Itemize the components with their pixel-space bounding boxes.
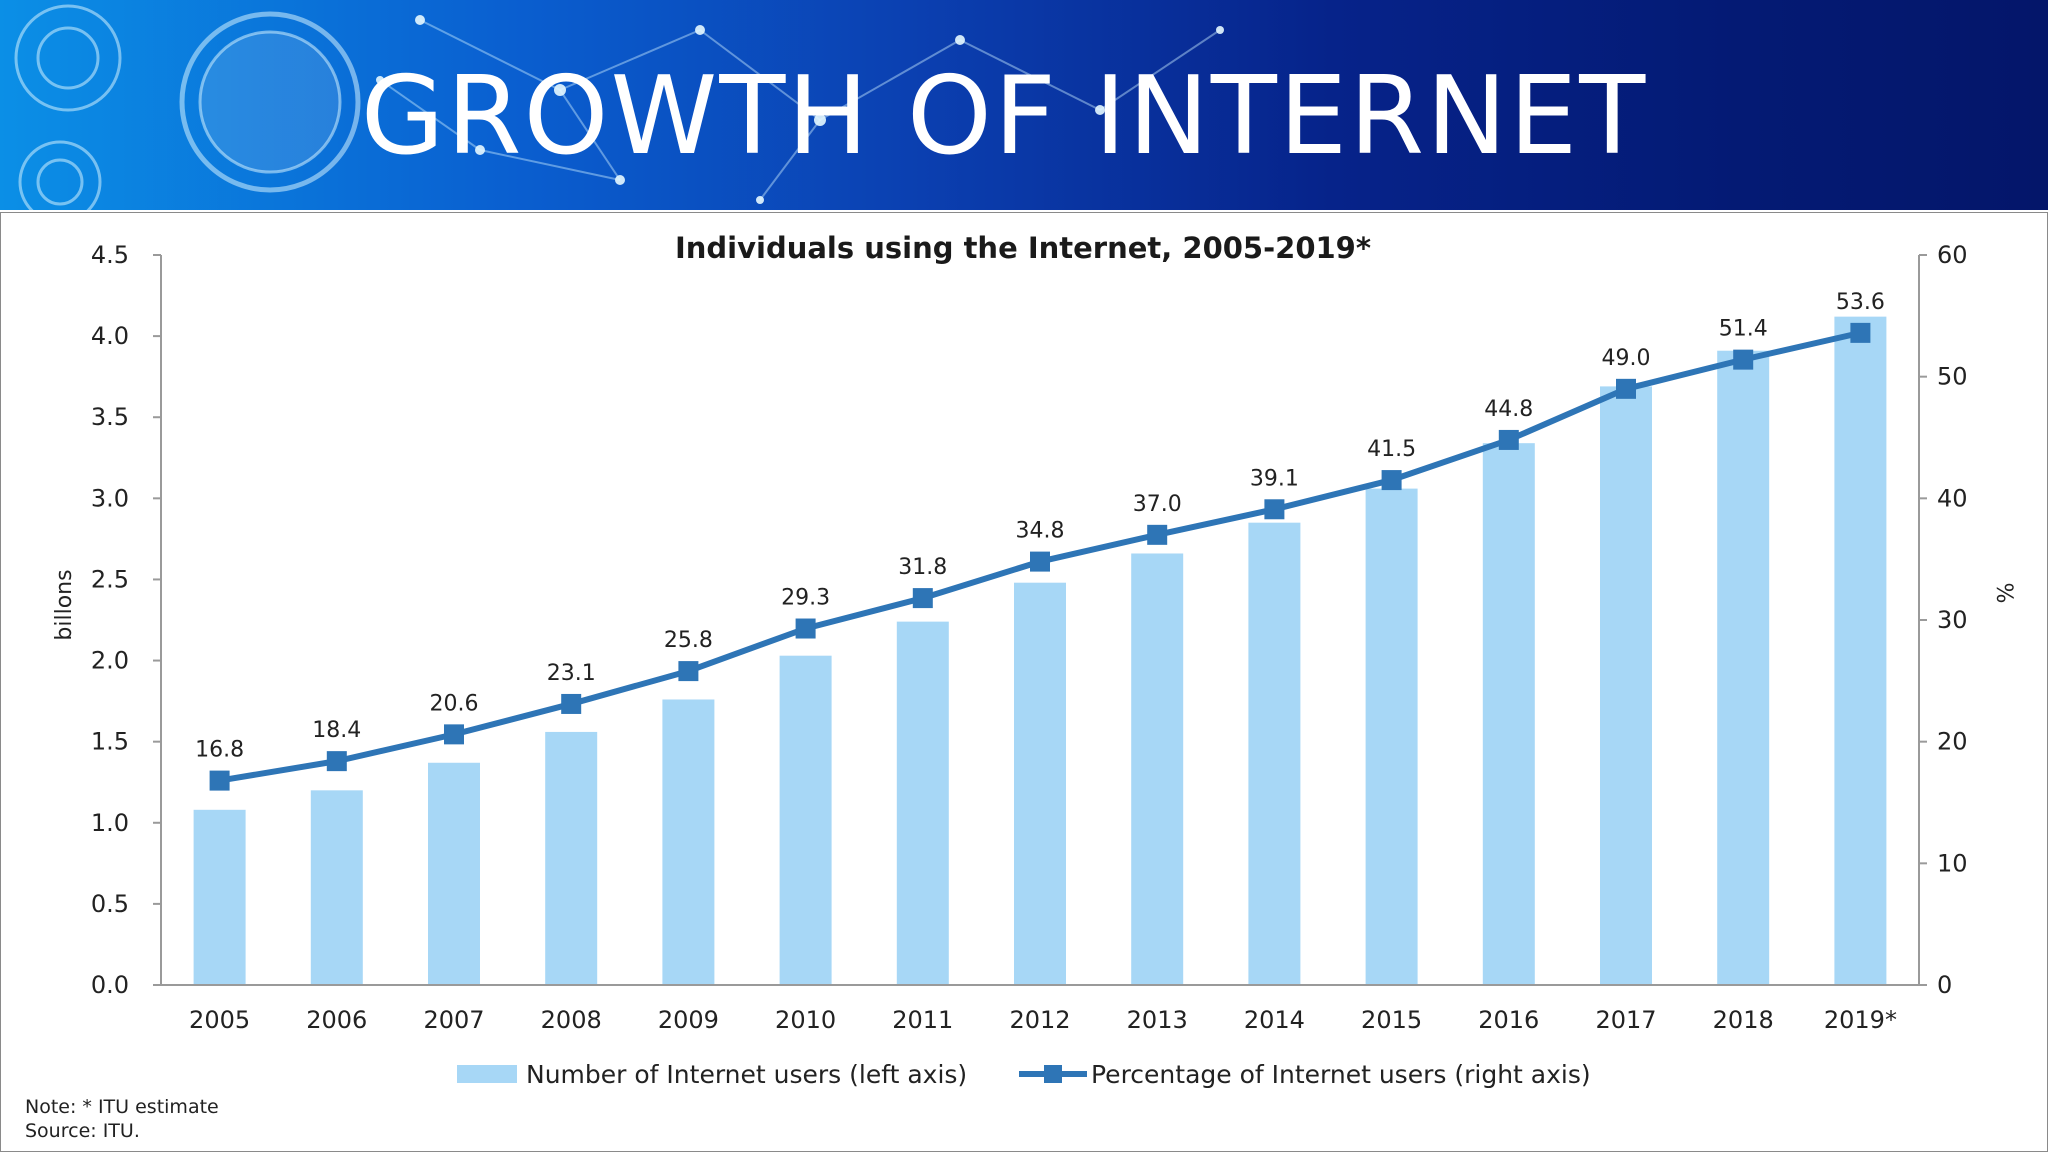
line-marker-2005 xyxy=(209,770,230,791)
x-tick-label: 2018 xyxy=(1713,1006,1774,1034)
data-label-2016: 44.8 xyxy=(1484,397,1533,422)
bar-2010 xyxy=(779,655,832,985)
left-tick-label: 4.5 xyxy=(91,241,129,269)
data-label-2019*: 53.6 xyxy=(1836,290,1885,315)
x-tick-label: 2014 xyxy=(1244,1006,1305,1034)
legend: Number of Internet users (left axis) Per… xyxy=(457,1060,1591,1089)
x-tick-label: 2008 xyxy=(541,1006,602,1034)
line-marker-2013 xyxy=(1147,524,1168,545)
right-axis-label: % xyxy=(1991,583,2016,604)
data-label-2006: 18.4 xyxy=(312,718,361,743)
slide-title: GROWTH OF INTERNET xyxy=(360,54,1648,179)
left-tick-label: 2.0 xyxy=(91,647,129,675)
right-tick-label: 0 xyxy=(1937,971,1952,999)
bar-2008 xyxy=(545,731,598,985)
right-tick-label: 10 xyxy=(1937,849,1968,877)
x-tick-label: 2005 xyxy=(189,1006,250,1034)
data-label-2007: 20.6 xyxy=(430,691,479,716)
x-tick-label: 2017 xyxy=(1595,1006,1656,1034)
line-marker-2015 xyxy=(1381,470,1402,491)
bar-2019* xyxy=(1834,316,1887,986)
data-label-2012: 34.8 xyxy=(1016,519,1065,544)
bar-2006 xyxy=(310,790,363,985)
legend-bar-swatch xyxy=(457,1065,517,1083)
bar-2011 xyxy=(896,621,949,985)
x-tick-label: 2015 xyxy=(1361,1006,1422,1034)
title-banner: GROWTH OF INTERNET xyxy=(0,0,2048,210)
line-marker-2012 xyxy=(1030,551,1050,572)
data-label-2018: 51.4 xyxy=(1719,317,1768,342)
left-tick-label: 4.0 xyxy=(91,322,129,350)
legend-line-label: Percentage of Internet users (right axis… xyxy=(1091,1060,1591,1089)
bar-2014 xyxy=(1248,522,1301,985)
line-marker-2009 xyxy=(678,661,699,682)
bar-2016 xyxy=(1482,443,1535,985)
right-tick-label: 40 xyxy=(1937,484,1968,512)
left-tick-label: 1.5 xyxy=(91,728,129,756)
x-tick-label: 2011 xyxy=(892,1006,953,1034)
data-label-2015: 41.5 xyxy=(1367,437,1416,462)
line-marker-2014 xyxy=(1264,499,1285,520)
line-marker-2010 xyxy=(795,618,816,639)
bar-2015 xyxy=(1365,488,1418,985)
data-label-2010: 29.3 xyxy=(781,586,830,611)
data-label-2017: 49.0 xyxy=(1602,346,1651,371)
bar-2017 xyxy=(1600,386,1652,985)
x-tick-label: 2016 xyxy=(1478,1006,1539,1034)
chart-source: Source: ITU. xyxy=(25,1120,140,1142)
right-tick-label: 20 xyxy=(1937,728,1968,756)
line-marker-2007 xyxy=(444,724,464,745)
right-tick-label: 50 xyxy=(1937,363,1968,391)
bar-2012 xyxy=(1014,582,1066,985)
left-tick-label: 1.0 xyxy=(91,809,129,837)
data-label-2005: 16.8 xyxy=(195,738,244,763)
left-tick-label: 2.5 xyxy=(91,565,129,593)
line-marker-2006 xyxy=(326,751,347,772)
x-tick-label: 2010 xyxy=(775,1006,836,1034)
x-tick-label: 2006 xyxy=(306,1006,367,1034)
line-marker-2018 xyxy=(1733,349,1754,370)
line-marker-2011 xyxy=(912,588,933,609)
bar-2009 xyxy=(662,699,715,985)
data-label-2011: 31.8 xyxy=(898,555,947,580)
right-tick-label: 30 xyxy=(1937,606,1968,634)
data-label-2013: 37.0 xyxy=(1133,492,1182,517)
bar-2005 xyxy=(193,809,246,985)
line-marker-2008 xyxy=(561,693,582,714)
internet-usage-chart: Individuals using the Internet, 2005-201… xyxy=(25,231,2016,1142)
right-tick-label: 60 xyxy=(1937,241,1968,269)
bar-2018 xyxy=(1717,350,1770,985)
left-tick-label: 3.5 xyxy=(91,403,129,431)
x-tick-label: 2012 xyxy=(1009,1006,1070,1034)
bar-2007 xyxy=(428,762,480,985)
x-tick-label: 2007 xyxy=(423,1006,484,1034)
data-label-2014: 39.1 xyxy=(1250,466,1299,491)
left-tick-label: 0.0 xyxy=(91,971,129,999)
chart-title: Individuals using the Internet, 2005-201… xyxy=(675,231,1371,265)
line-marker-2017 xyxy=(1616,378,1636,399)
line-marker-2016 xyxy=(1498,429,1519,450)
legend-bar-label: Number of Internet users (left axis) xyxy=(526,1060,967,1089)
chart-frame: Individuals using the Internet, 2005-201… xyxy=(0,212,2048,1152)
left-tick-label: 0.5 xyxy=(91,890,129,918)
x-tick-label: 2019* xyxy=(1824,1006,1897,1034)
network-gears-background xyxy=(14,4,1224,210)
legend-line-marker xyxy=(1044,1065,1062,1083)
data-label-2008: 23.1 xyxy=(547,661,596,686)
left-tick-label: 3.0 xyxy=(91,484,129,512)
data-label-2009: 25.8 xyxy=(664,628,713,653)
bar-2013 xyxy=(1131,553,1184,985)
left-axis-label: billons xyxy=(52,569,77,640)
x-tick-label: 2013 xyxy=(1127,1006,1188,1034)
line-marker-2019* xyxy=(1850,322,1871,343)
x-tick-label: 2009 xyxy=(658,1006,719,1034)
chart-note: Note: * ITU estimate xyxy=(25,1096,219,1118)
